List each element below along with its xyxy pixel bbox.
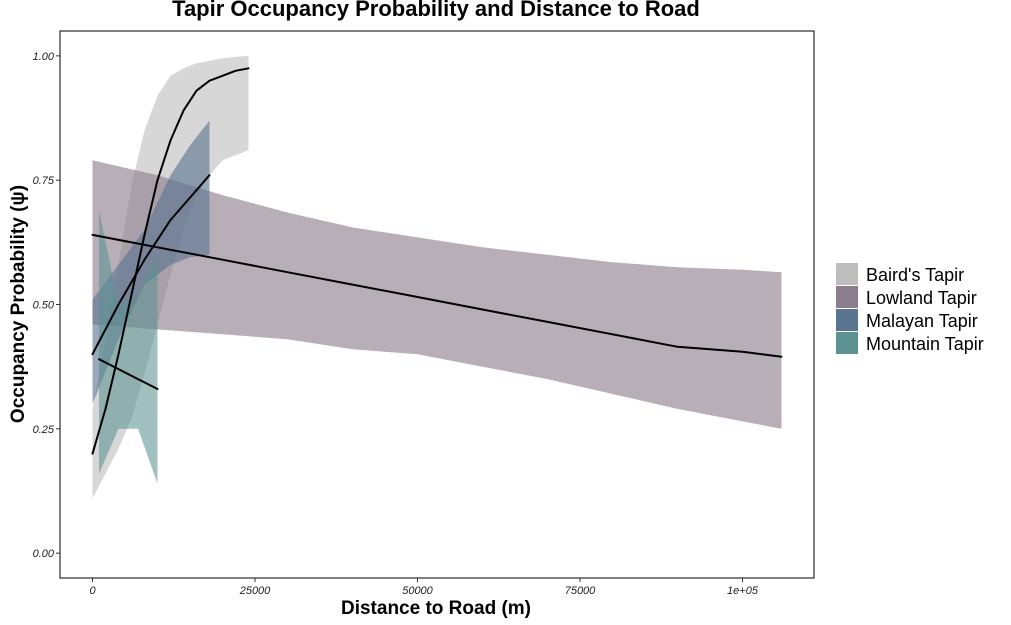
plot-area: 0.00 0.25 0.50 0.75 1.00 0 25000 50000 75000 1e+0… [33,30,815,597]
x-tick-label: 75000 [565,585,596,597]
legend: Baird's Tapir Lowland Tapir Malayan Tapir M… [836,263,984,354]
y-tick-label: 0.50 [33,300,55,312]
legend-label-lowland-tapir: Lowland Tapir [866,288,977,308]
ribbon-lowland-tapir [92,160,782,429]
line-mountain-tapir [98,358,159,390]
legend-label-mountain-tapir: Mountain Tapir [866,334,984,354]
y-tick-label: 0.25 [33,424,55,436]
line-baird-s-tapir [91,67,250,455]
y-tick-label: 0.75 [33,175,55,187]
legend-key-malayan-tapir [836,309,858,331]
x-tick-label: 25000 [239,585,271,597]
chart-title: Tapir Occupancy Probability and Distance… [172,0,700,21]
legend-label-malayan-tapir: Malayan Tapir [866,311,978,331]
x-tick-label: 50000 [402,585,433,597]
legend-key-lowland-tapir [836,286,858,308]
y-axis-title: Occupancy Probability (ψ) [8,185,29,423]
x-axis-title: Distance to Road (m) [341,598,531,619]
y-tick-label: 1.00 [33,51,55,63]
ribbon-mountain-tapir [99,210,158,484]
legend-label-baird-s-tapir: Baird's Tapir [866,265,964,285]
line-lowland-tapir [91,233,783,358]
line-malayan-tapir [91,174,211,356]
ribbon-malayan-tapir [92,120,210,404]
legend-key-mountain-tapir [836,332,858,354]
legend-key-baird-s-tapir [836,263,858,285]
x-tick-label: 1e+05 [727,585,759,597]
y-tick-label: 0.00 [33,548,55,560]
x-tick-label: 0 [89,585,96,597]
